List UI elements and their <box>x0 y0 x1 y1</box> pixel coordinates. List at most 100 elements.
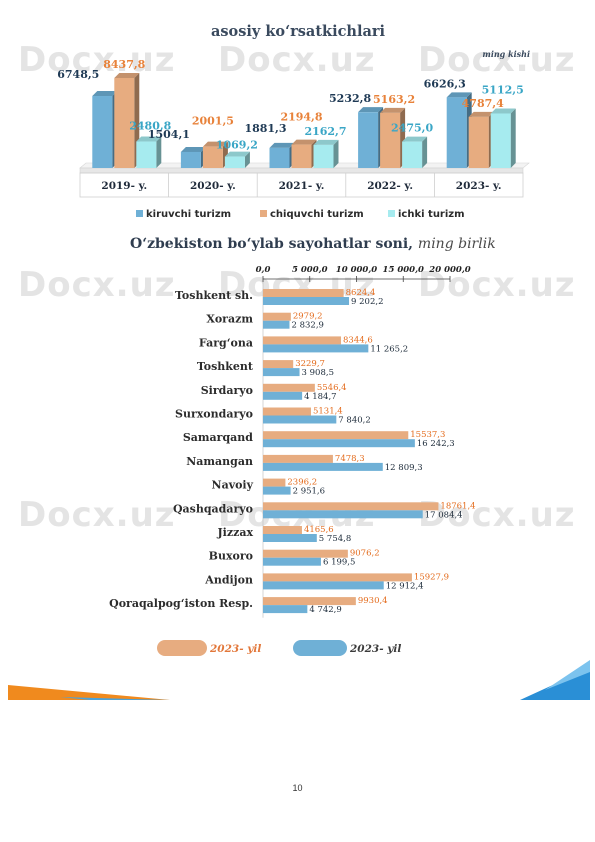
y-tick-label: Surxondaryo <box>175 408 253 421</box>
watermark: Docx.uz <box>418 40 576 80</box>
x-tick-label: 2019- y. <box>101 180 147 192</box>
bar <box>402 141 423 168</box>
chart2-bars: Toshkent sh. 8624,49 202,2 Xorazm 2979,22 8… <box>109 288 475 615</box>
data-label: 9 202,2 <box>351 297 383 307</box>
data-label: 9930,4 <box>358 596 388 606</box>
page-number: 10 <box>292 783 303 793</box>
bar <box>180 151 201 168</box>
chart1-floor-front <box>79 167 524 174</box>
legend-label: kiruvchi turizm <box>146 209 231 220</box>
bar-side <box>156 136 162 168</box>
bar <box>263 502 439 511</box>
data-label: 6 199,5 <box>323 558 355 568</box>
bar <box>136 141 157 168</box>
bar <box>263 312 291 321</box>
bar <box>263 557 321 566</box>
data-label: 4165,6 <box>304 525 334 535</box>
x-tick-label: 2021- y. <box>279 180 325 192</box>
bar <box>269 147 290 168</box>
legend-label: ichki turizm <box>398 209 465 220</box>
watermark: Docx.uz <box>18 265 176 305</box>
data-label: 18761,4 <box>440 501 475 511</box>
legend-swatch <box>293 640 347 656</box>
data-label: 17 084,4 <box>425 510 463 520</box>
watermark: Docx.uz <box>418 265 576 305</box>
bar <box>263 549 348 558</box>
chart1-title: asosiy ko‘rsatkichlari <box>211 23 386 40</box>
watermark: Docx.uz <box>18 495 176 535</box>
bar <box>263 462 383 471</box>
bar <box>291 144 312 168</box>
x-tick-label: 15 000,0 <box>383 265 424 275</box>
chart2-legend: 2023- yil 2023- yil <box>157 640 401 656</box>
legend-label: 2023- yil <box>209 643 261 655</box>
data-label: 5112,5 <box>482 83 524 96</box>
bar-top <box>313 139 339 145</box>
decor-left-wedge-blue <box>60 697 170 700</box>
bar <box>263 439 415 448</box>
bar-top <box>269 142 295 148</box>
chart2-title-unit: ming birlik <box>418 236 496 252</box>
data-label: 2 951,6 <box>293 487 325 497</box>
bar <box>263 336 342 345</box>
bar-top <box>136 136 162 142</box>
data-label: 8437,8 <box>103 58 145 71</box>
data-label: 15927,9 <box>414 572 449 582</box>
x-tick-label: 5 000,0 <box>292 265 328 275</box>
y-tick-label: Farg‘ona <box>199 336 253 349</box>
y-tick-label: Toshkent <box>197 360 254 373</box>
y-tick-label: Namangan <box>186 455 253 468</box>
bar-side <box>422 136 428 168</box>
bar <box>263 297 350 305</box>
x-tick-label: 2022- y. <box>367 180 413 192</box>
bar <box>263 597 356 606</box>
data-label: 2396,2 <box>287 478 317 488</box>
bar-side <box>333 139 339 168</box>
legend-swatch <box>157 640 207 656</box>
data-label: 2162,7 <box>304 125 346 138</box>
decor-right-wedge-light <box>545 660 590 690</box>
bar <box>313 144 334 168</box>
chart1-unit-label: ming kishi <box>482 49 530 59</box>
bar <box>358 112 379 168</box>
x-tick-label: 2020- y. <box>190 180 236 192</box>
y-tick-label: Jizzax <box>216 526 253 539</box>
data-label: 6748,5 <box>57 68 99 81</box>
data-label: 2 832,9 <box>291 321 323 331</box>
bar <box>263 510 423 519</box>
bar <box>446 97 467 168</box>
bar <box>224 156 245 168</box>
data-label: 5232,8 <box>329 92 371 105</box>
y-tick-label: Samarqand <box>183 431 253 444</box>
legend-swatch <box>388 210 395 217</box>
bar <box>263 415 337 424</box>
bar-top <box>291 139 317 145</box>
y-tick-label: Qashqadaryo <box>173 502 253 515</box>
data-label: 5131,4 <box>313 407 343 417</box>
bar-top <box>358 107 384 113</box>
bar <box>263 478 286 487</box>
y-tick-label: Xorazm <box>206 313 253 326</box>
legend-swatch <box>260 210 267 217</box>
data-label: 7478,3 <box>335 454 365 464</box>
bar-top <box>402 136 428 142</box>
y-tick-label: Qoraqalpog‘iston Resp. <box>109 597 253 610</box>
data-label: 1881,3 <box>244 122 286 135</box>
legend-swatch <box>136 210 143 217</box>
bar-side <box>510 108 516 168</box>
bar <box>92 96 113 168</box>
data-label: 4 742,9 <box>309 605 341 615</box>
bar-top <box>446 92 472 98</box>
bar-side <box>244 151 250 168</box>
chart1-legend: kiruvchi turizm chiquvchi turizm ichki tur… <box>136 209 465 220</box>
bar <box>263 360 294 369</box>
bar <box>468 116 489 168</box>
data-label: 5 754,8 <box>319 534 351 544</box>
x-tick-label: 10 000,0 <box>336 265 377 275</box>
bar <box>263 605 308 614</box>
data-label: 9076,2 <box>350 549 380 559</box>
data-label: 4787,4 <box>462 97 504 110</box>
data-label: 3 908,5 <box>302 368 334 378</box>
decor-left-wedge <box>8 685 170 700</box>
data-label: 2475,0 <box>391 122 433 135</box>
